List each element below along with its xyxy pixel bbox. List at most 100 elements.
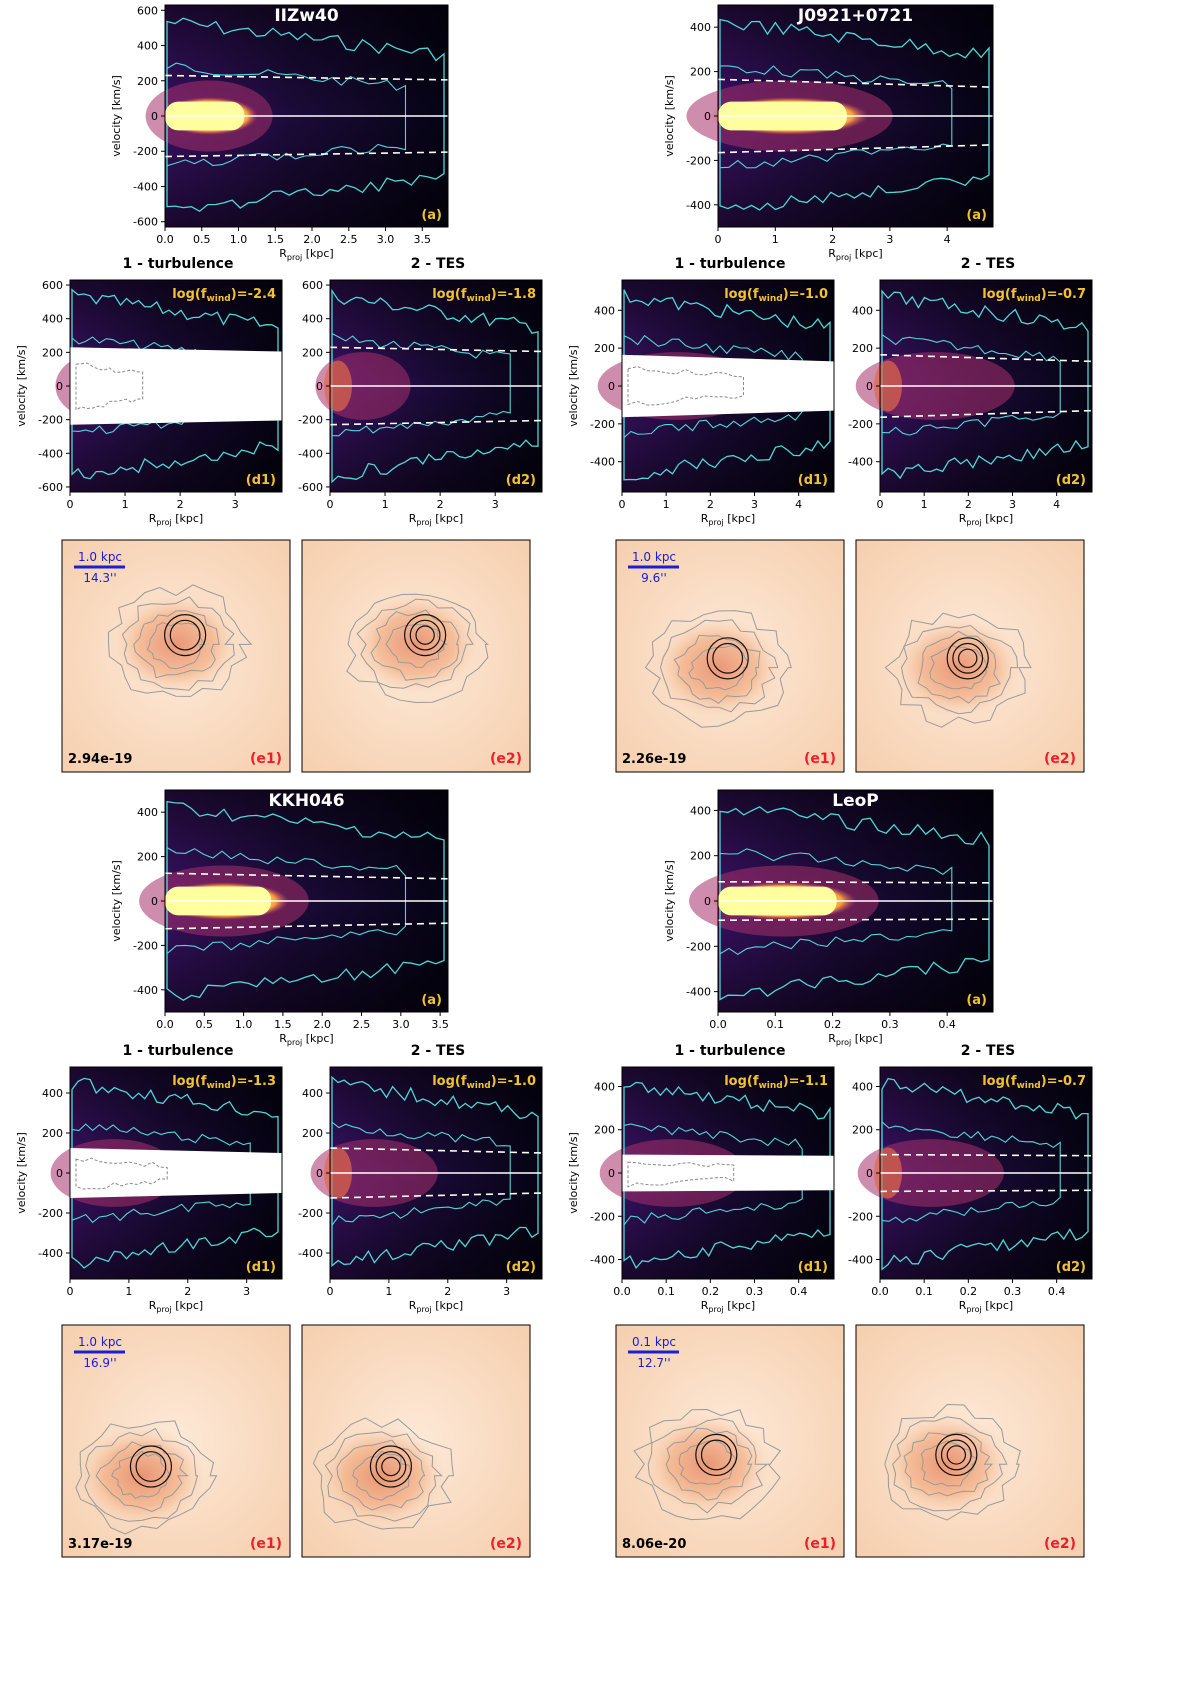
y-tick-label: -200: [133, 939, 158, 952]
x-tick-label: 2.5: [353, 1018, 371, 1031]
y-axis-label: velocity [km/s]: [110, 75, 123, 157]
x-tick-label: 1: [125, 1285, 132, 1298]
outer-contour: [719, 806, 990, 1001]
x-tick-label: 3: [1009, 498, 1016, 511]
y-tick-label: -200: [848, 1210, 873, 1223]
x-axis-label: Rproj [kpc]: [279, 247, 333, 262]
grey-contour: [892, 1416, 1008, 1512]
x-tick-label: 0.1: [657, 1285, 675, 1298]
outer-contour: [71, 1077, 279, 1269]
y-tick-label: -400: [38, 1247, 63, 1260]
y-tick-label: 600: [137, 4, 158, 17]
y-tick-label: -200: [590, 418, 615, 431]
black-contour: [935, 1433, 978, 1477]
masked-contour: [627, 1161, 735, 1188]
y-tick-label: 400: [852, 304, 873, 317]
scale-physical: 1.0 kpc: [78, 550, 122, 564]
y-tick-label: -200: [38, 414, 63, 427]
grey-contour: [370, 609, 460, 681]
pv-panel-d2: 400 200 0 -200 -400 0 1 2 3 Rproj [kpc] (d2) log(fw…: [298, 1066, 543, 1314]
grey-contour: [75, 1420, 218, 1535]
black-contour: [135, 1451, 167, 1482]
map-frame: [855, 1324, 1085, 1558]
y-tick-label: 200: [852, 1124, 873, 1137]
map-tag: (e1): [804, 751, 836, 767]
y-tick-label: -600: [133, 216, 158, 229]
scale-physical: 1.0 kpc: [632, 550, 676, 564]
grey-contour: [884, 612, 1032, 728]
y-tick-label: -200: [133, 145, 158, 158]
map-tag: (e1): [250, 751, 282, 767]
x-tick-label: 4: [1053, 498, 1060, 511]
panel-title-tes: 2 - TES: [411, 1043, 466, 1059]
masked-contour: [75, 1157, 168, 1190]
pv-panel-a: 400 200 0 -200 -400 0.0 0.1 0.2 0.3 0.4 Rproj [kpc…: [663, 789, 994, 1047]
y-tick-label: -400: [38, 447, 63, 460]
x-tick-label: 2.0: [303, 233, 321, 246]
grey-contour: [688, 645, 749, 691]
panel-tag: (d2): [506, 473, 536, 488]
y-tick-label: 0: [608, 380, 615, 393]
x-tick-label: 3: [243, 1285, 250, 1298]
panel-title-turbulence: 1 - turbulence: [675, 256, 786, 272]
panel-title-tes: 2 - TES: [961, 256, 1016, 272]
black-contour: [381, 1456, 401, 1477]
map-tag: (e2): [1044, 751, 1076, 767]
x-tick-label: 3.0: [377, 233, 395, 246]
grey-contour: [385, 624, 448, 668]
x-tick-label: 2.0: [313, 1018, 331, 1031]
x-axis-label: Rproj [kpc]: [409, 1299, 463, 1314]
x-tick-label: 0: [67, 498, 74, 511]
pv-panel-d2: 400 200 0 -200 -400 0 1 2 3 4 Rproj [kpc] (d2) log(f…: [848, 279, 1093, 527]
escape-velocity-lower: [717, 144, 994, 154]
x-tick-label: 2: [177, 498, 184, 511]
scale-angular: 14.3'': [83, 571, 116, 585]
grey-contour: [678, 1439, 737, 1485]
pv-panel-d2: 600 400 200 0 -200 -400 -600 0 1 2 3 Rproj [kpc] (d2…: [298, 279, 543, 527]
map-tag: (e2): [490, 751, 522, 767]
x-tick-label: 1: [122, 498, 129, 511]
panel-title-tes: 2 - TES: [961, 1043, 1016, 1059]
y-tick-label: 400: [690, 21, 711, 34]
mid-contour: [881, 1120, 1061, 1224]
panel-title-turbulence: 1 - turbulence: [123, 1043, 234, 1059]
x-axis-label: Rproj [kpc]: [149, 1299, 203, 1314]
black-contour: [369, 1445, 413, 1488]
grey-contour: [659, 619, 779, 713]
x-tick-label: 0.2: [824, 1018, 842, 1031]
y-tick-label: -200: [848, 418, 873, 431]
map-panel-e1: (e1) 2.26e-19 1.0 kpc 9.6'': [615, 539, 845, 773]
map-tag: (e1): [250, 1536, 282, 1552]
x-tick-label: 0: [715, 233, 722, 246]
y-tick-label: 0: [866, 1167, 873, 1180]
y-tick-label: 200: [852, 342, 873, 355]
x-tick-label: 0.0: [613, 1285, 631, 1298]
y-tick-label: -400: [133, 984, 158, 997]
y-tick-label: 0: [151, 110, 158, 123]
y-tick-label: -200: [298, 1207, 323, 1220]
y-tick-label: 200: [137, 75, 158, 88]
x-axis-label: Rproj [kpc]: [279, 1032, 333, 1047]
panel-title-tes: 2 - TES: [411, 256, 466, 272]
x-tick-label: 0.0: [871, 1285, 889, 1298]
x-tick-label: 3.5: [414, 233, 432, 246]
y-tick-label: -400: [848, 456, 873, 469]
y-tick-label: 400: [42, 1087, 63, 1100]
fwind-label: log(fwind)=-1.3: [172, 1074, 276, 1091]
x-tick-label: 1: [385, 1285, 392, 1298]
x-axis-label: Rproj [kpc]: [828, 247, 882, 262]
grey-contour: [312, 1417, 454, 1530]
scale-angular: 12.7'': [637, 1356, 670, 1370]
map-frame: [61, 1324, 291, 1558]
y-tick-label: 0: [704, 110, 711, 123]
grey-contour: [324, 1431, 443, 1522]
y-tick-label: 200: [302, 346, 323, 359]
y-axis-label: velocity [km/s]: [15, 345, 28, 427]
x-tick-label: 4: [795, 498, 802, 511]
x-tick-label: 0.1: [915, 1285, 933, 1298]
y-tick-label: 400: [852, 1080, 873, 1093]
black-contour: [712, 642, 744, 674]
pv-panel-a: 400 200 0 -200 -400 0.0 0.5 1.0 1.5 2.0 2.5 3.0 3.5 R…: [110, 789, 449, 1047]
map-tag: (e1): [804, 1536, 836, 1552]
x-tick-label: 0: [327, 1285, 334, 1298]
